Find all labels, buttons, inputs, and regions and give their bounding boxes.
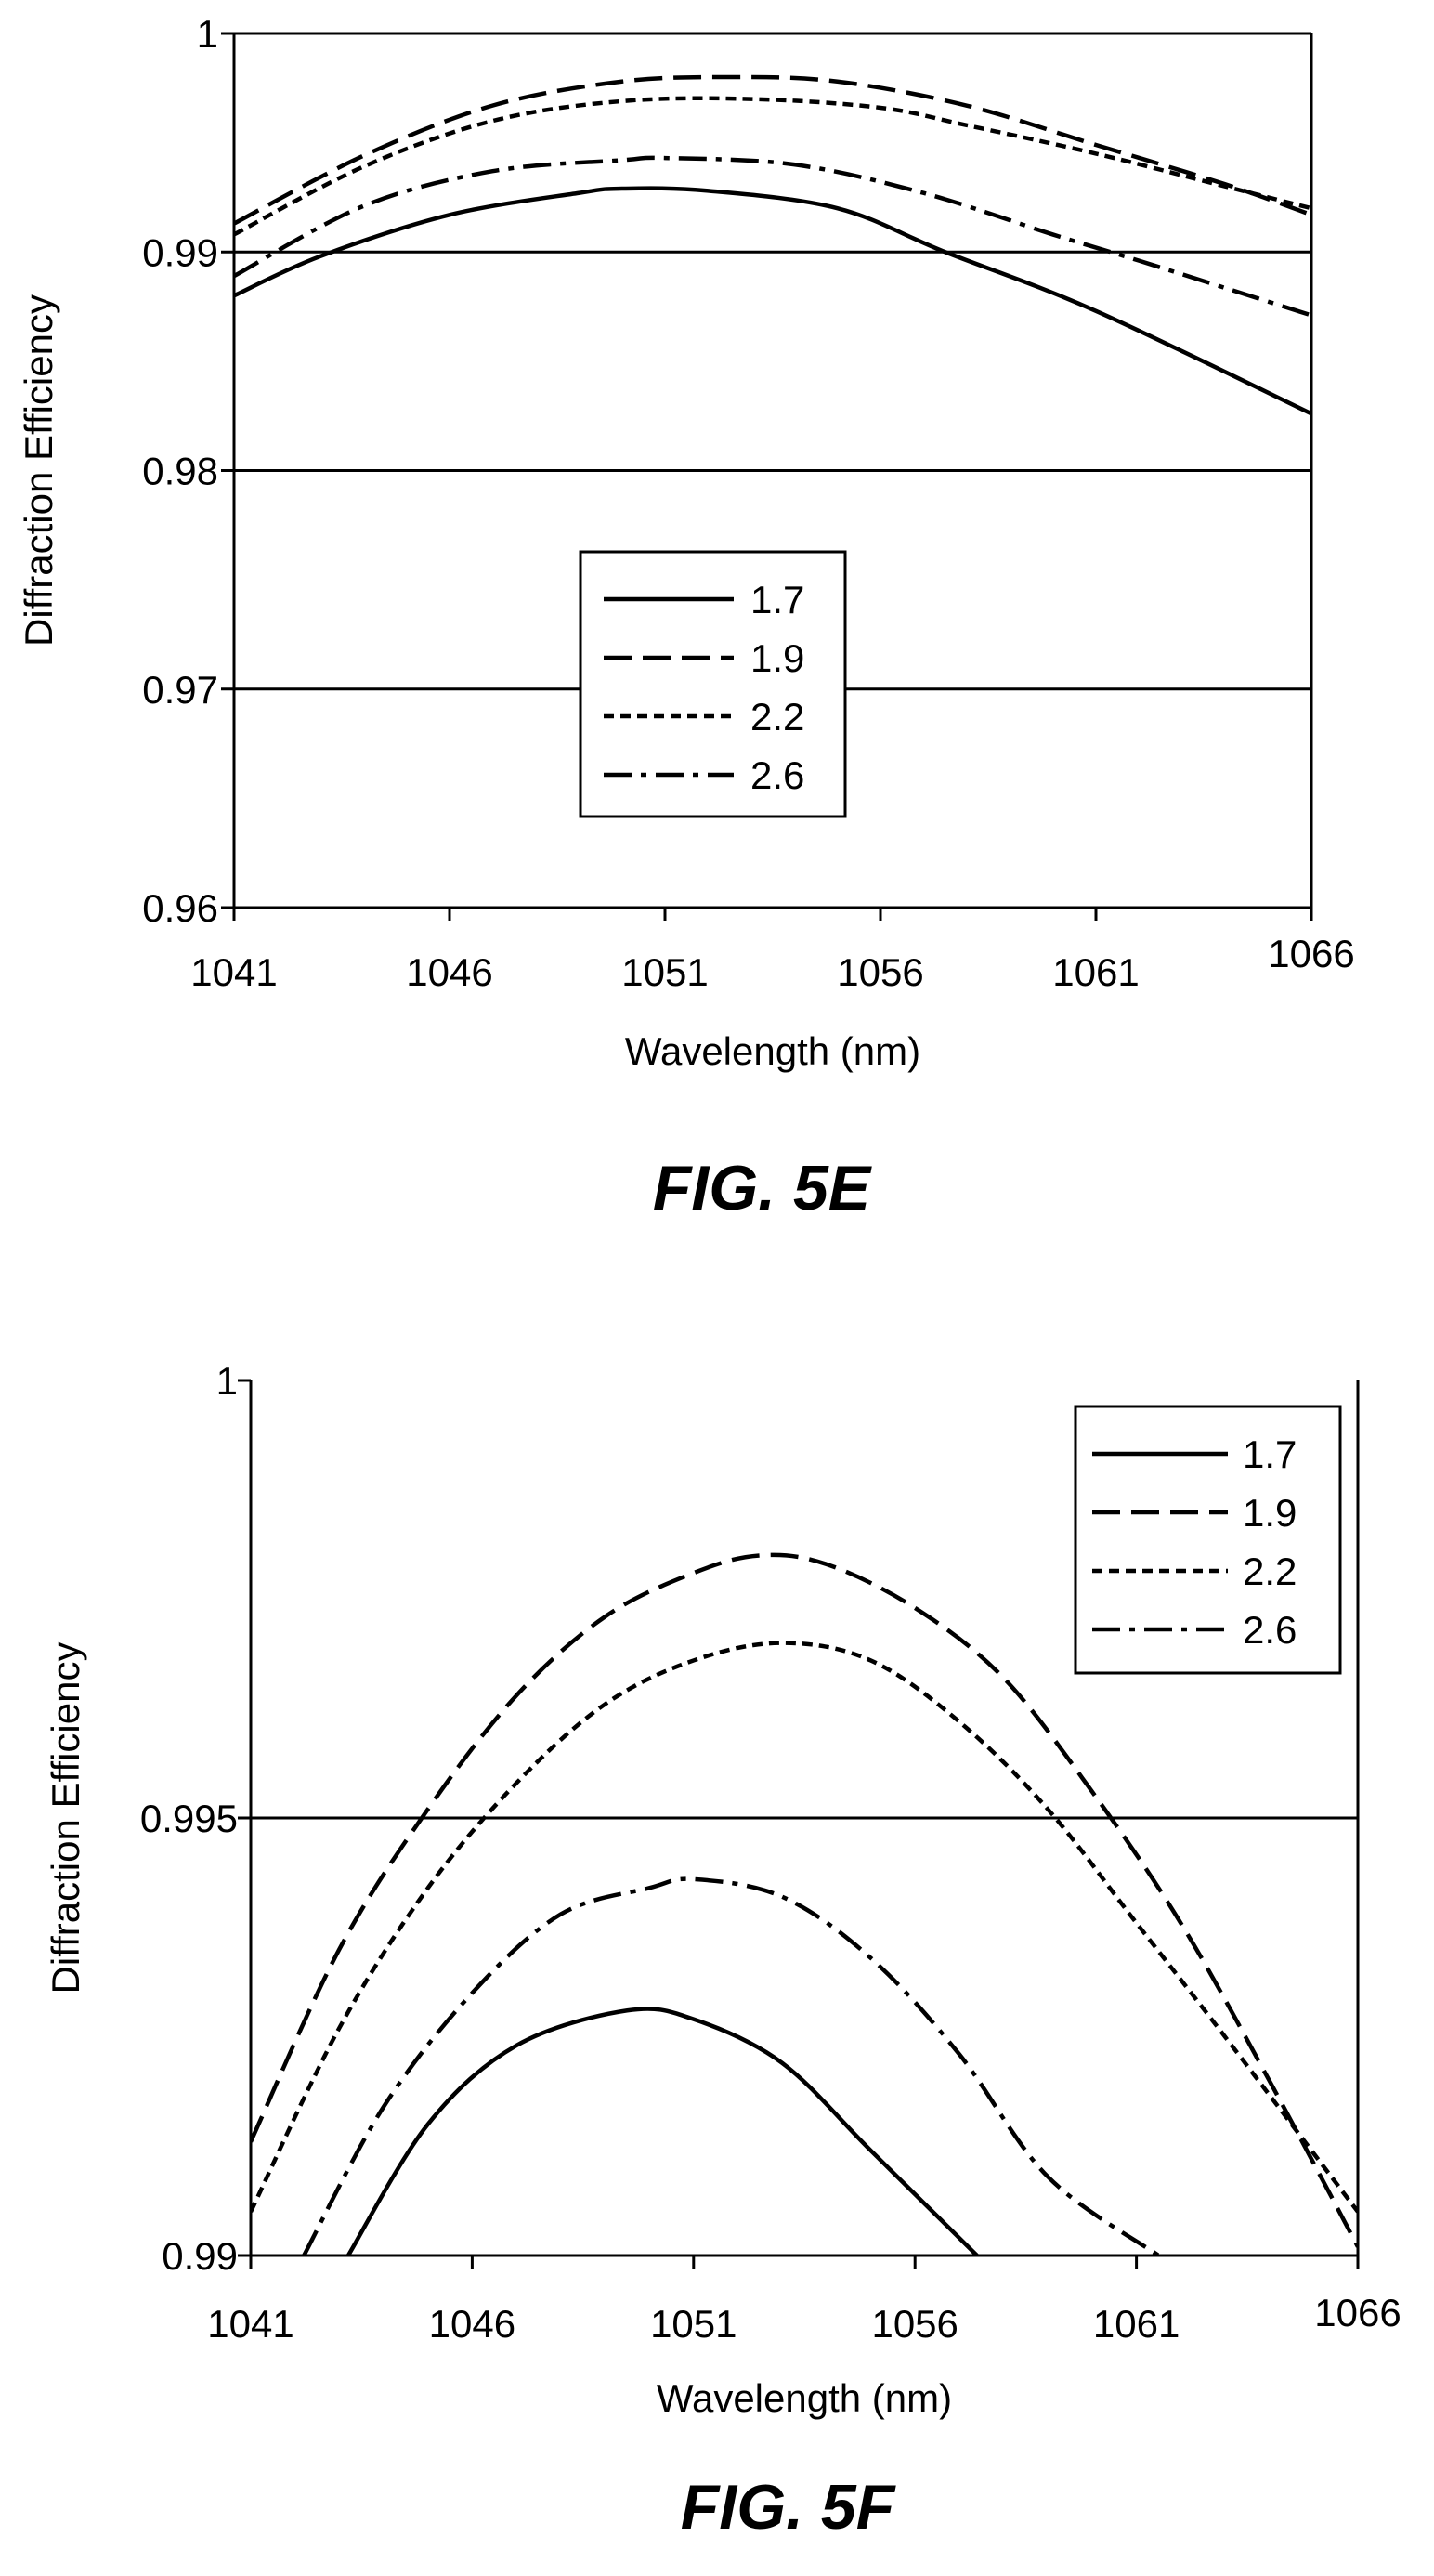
y-tick-label: 0.995 (140, 1797, 238, 1840)
series-line-1-7 (234, 186, 1311, 416)
x-tick-label: 1061 (1052, 950, 1139, 994)
series-line-1-9 (251, 1552, 1358, 2248)
x-tick-label: 1066 (1314, 2291, 1401, 2334)
legend-label: 2.6 (750, 753, 804, 797)
y-axis-label: Diffraction Efficiency (44, 1642, 87, 1994)
legend-label: 2.6 (1243, 1608, 1297, 1652)
y-tick-label: 0.97 (142, 668, 218, 712)
series-line-1-9 (234, 74, 1311, 226)
legend-label: 1.7 (1243, 1432, 1297, 1476)
legend-label: 2.2 (1243, 1550, 1297, 1593)
legend-box (579, 550, 847, 818)
x-axis-label: Wavelength (nm) (625, 1029, 920, 1073)
y-tick-label: 0.99 (162, 2234, 238, 2278)
legend-label: 1.9 (750, 636, 804, 680)
chart-5e: 0.96 0.97 0.98 0.99 1 1041 1046 1051 1056 1061 106… (17, 12, 1355, 1223)
x-tick-label: 1056 (871, 2302, 958, 2346)
chart-5f: 0.99 0.995 1 1041 1046 1051 1056 1061 1066 Wavele… (44, 1359, 1401, 2543)
x-tick-label: 1046 (406, 950, 492, 994)
y-tick-label: 0.99 (142, 230, 218, 274)
x-tick-label: 1046 (429, 2302, 515, 2346)
figure-caption: FIG. 5E (653, 1153, 873, 1223)
series-line-2-2 (251, 1641, 1358, 2214)
y-tick-label: 1 (216, 1359, 238, 1403)
legend-label: 2.2 (750, 695, 804, 739)
y-tick-label: 1 (197, 12, 218, 56)
x-tick-label: 1041 (207, 2302, 293, 2346)
x-tick-label: 1041 (190, 950, 277, 994)
y-tick-label: 0.96 (142, 886, 218, 930)
x-tick-label: 1061 (1093, 2302, 1180, 2346)
series-line-2-2 (234, 96, 1311, 237)
figure-caption: FIG. 5F (681, 2472, 896, 2543)
x-tick-label: 1051 (621, 950, 708, 994)
legend-label: 1.9 (1243, 1491, 1297, 1535)
y-tick-label: 0.98 (142, 450, 218, 493)
x-tick-label: 1056 (837, 950, 923, 994)
x-tick-label: 1066 (1268, 932, 1354, 975)
x-tick-label: 1051 (650, 2302, 737, 2346)
x-axis-label: Wavelength (nm) (657, 2376, 952, 2420)
y-axis-label: Diffraction Efficiency (17, 294, 60, 647)
series-line-2-6 (234, 155, 1311, 318)
series-line-1-7 (345, 2007, 979, 2256)
series-line-2-6 (302, 1876, 1160, 2256)
legend-box (1074, 1405, 1342, 1675)
legend-label: 1.7 (750, 578, 804, 621)
